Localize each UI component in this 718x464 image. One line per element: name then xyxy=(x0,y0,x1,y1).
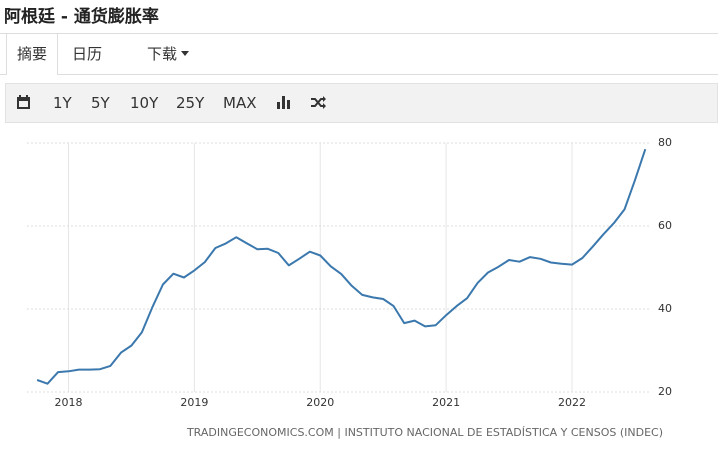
y-tick-label: 80 xyxy=(658,136,672,149)
range-button[interactable]: 1Y xyxy=(53,94,72,112)
y-tick-label: 60 xyxy=(658,219,672,232)
x-tick-label: 2022 xyxy=(558,396,586,409)
x-tick-label: 2018 xyxy=(55,396,83,409)
range-button[interactable]: 25Y xyxy=(176,94,205,112)
tab[interactable]: 下载 xyxy=(147,45,178,63)
y-tick-label: 40 xyxy=(658,302,672,315)
range-button[interactable]: MAX xyxy=(223,94,257,112)
tab[interactable]: 日历 xyxy=(72,45,103,63)
page-title: 阿根廷 - 通货膨胀率 xyxy=(4,7,159,27)
source-note: TRADINGECONOMICS.COM | INSTITUTO NACIONA… xyxy=(186,426,663,439)
calendar-icon[interactable] xyxy=(16,95,31,110)
shuffle-icon[interactable] xyxy=(310,95,327,110)
caret-icon xyxy=(181,51,189,56)
x-tick-label: 2019 xyxy=(180,396,208,409)
tab[interactable]: 摘要 xyxy=(6,34,58,75)
range-button[interactable]: 5Y xyxy=(91,94,110,112)
range-button[interactable]: 10Y xyxy=(130,94,159,112)
toolbar: 1Y 5Y 10Y 25Y MAX xyxy=(5,83,718,123)
line-series xyxy=(36,148,647,385)
x-tick-label: 2021 xyxy=(432,396,460,409)
x-tick-label: 2020 xyxy=(306,396,334,409)
tab-bar: 摘要 日历 下载 xyxy=(0,33,718,75)
y-tick-label: 20 xyxy=(658,385,672,398)
chart: 2022 2021 2020 2019 2018 80 60 40 20 TRADINGECON… xyxy=(27,136,672,439)
bar-chart-icon[interactable] xyxy=(276,95,291,110)
